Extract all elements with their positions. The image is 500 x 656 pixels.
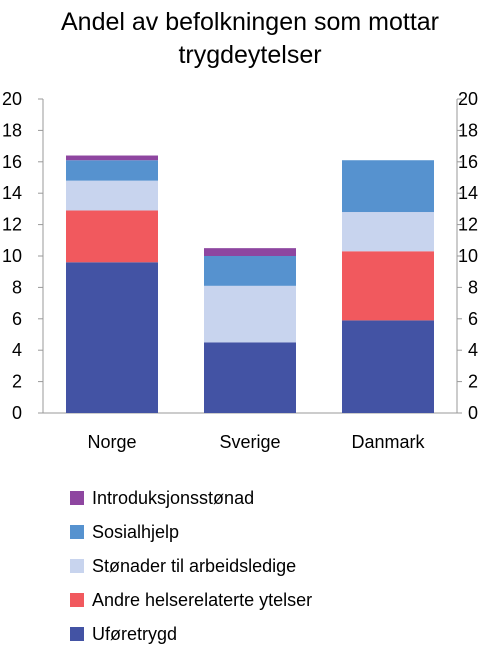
bar-norge-sosialhjelp (66, 160, 158, 181)
legend-swatch (70, 627, 84, 641)
legend-swatch (70, 491, 84, 505)
y-tick-label-right: 20 (458, 89, 478, 109)
x-tick-label-danmark: Danmark (351, 432, 425, 452)
legend-item: Andre helserelaterte ytelser (70, 588, 312, 612)
bar-danmark-sosialhjelp (342, 160, 434, 213)
y-tick-label-left: 12 (2, 215, 22, 235)
bar-danmark-uføretrygd (342, 320, 434, 413)
y-tick-label-right: 18 (458, 120, 478, 140)
y-tick-label-right: 4 (468, 340, 478, 360)
legend-label: Stønader til arbeidsledige (92, 555, 297, 576)
y-tick-label-left: 10 (2, 246, 22, 266)
stacked-bar-chart: 0 0 2 2 4 4 6 6 8 8 10 10 12 12 14 14 16 16 18 18 20 20 Norge S… (2, 89, 478, 452)
bar-danmark-andre-helserelaterte-ytelser (342, 251, 434, 321)
y-tick-label-right: 12 (458, 215, 478, 235)
bar-sverige-stønader-til-arbeidsledige (204, 285, 296, 343)
legend-item: Stønader til arbeidsledige (70, 554, 312, 578)
y-tick-label-left: 4 (12, 340, 22, 360)
y-tick-label-right: 6 (468, 309, 478, 329)
y-tick-label-left: 18 (2, 120, 22, 140)
y-tick-label-right: 14 (458, 183, 478, 203)
y-tick-label-right: 0 (468, 403, 478, 423)
bar-sverige-introduksjonsstønad (204, 248, 296, 256)
legend-item: Uføretrygd (70, 622, 312, 646)
y-tick-label-right: 16 (458, 152, 478, 172)
x-tick-label-norge: Norge (87, 432, 136, 452)
legend-swatch (70, 593, 84, 607)
legend-swatch (70, 559, 84, 573)
y-tick-label-right: 2 (468, 372, 478, 392)
y-tick-label-left: 16 (2, 152, 22, 172)
y-tick-label-right: 10 (458, 246, 478, 266)
y-tick-label-left: 20 (2, 89, 22, 109)
bar-norge-uføretrygd (66, 262, 158, 413)
legend-label: Sosialhjelp (92, 521, 180, 542)
legend-label: Andre helserelaterte ytelser (92, 589, 313, 610)
legend-item: Introduksjonsstønad (70, 486, 312, 510)
legend-swatch (70, 525, 84, 539)
y-tick-label-left: 0 (12, 403, 22, 423)
y-tick-label-left: 2 (12, 372, 22, 392)
chart-title-line-2: trygdeytelser (178, 41, 322, 69)
chart-title: Andel av befolkningen som mottar trygdey… (0, 6, 500, 72)
x-tick-label-sverige: Sverige (219, 432, 280, 452)
legend-label: Introduksjonsstønad (92, 487, 255, 508)
bar-sverige-uføretrygd (204, 342, 296, 413)
y-tick-label-right: 8 (468, 277, 478, 297)
chart-legend: Introduksjonsstønad Sosialhjelp Stønader t… (70, 486, 312, 656)
legend-item: Sosialhjelp (70, 520, 312, 544)
chart-title-line-1: Andel av befolkningen som mottar (61, 8, 439, 36)
y-tick-label-left: 8 (12, 277, 22, 297)
bar-norge-introduksjonsstønad (66, 155, 158, 161)
y-tick-label-left: 14 (2, 183, 22, 203)
bar-danmark-stønader-til-arbeidsledige (342, 212, 434, 252)
bar-norge-andre-helserelaterte-ytelser (66, 210, 158, 263)
legend-label: Uføretrygd (92, 623, 178, 644)
bar-norge-stønader-til-arbeidsledige (66, 180, 158, 211)
bar-sverige-sosialhjelp (204, 256, 296, 286)
y-tick-label-left: 6 (12, 309, 22, 329)
